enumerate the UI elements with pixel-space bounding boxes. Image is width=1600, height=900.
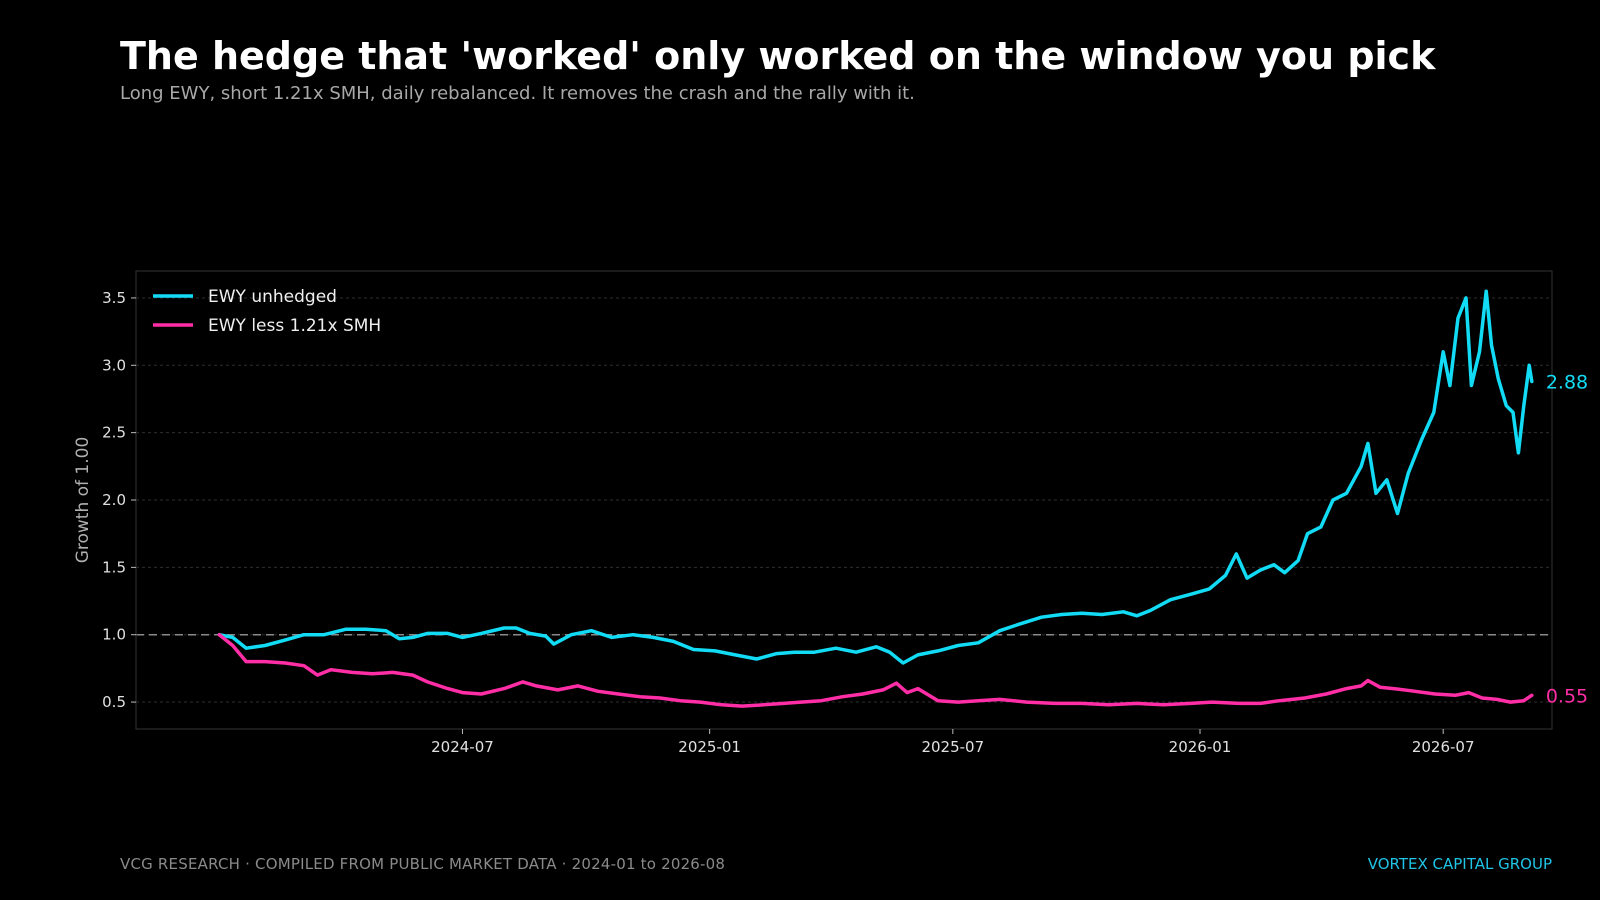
footer-research: VCG RESEARCH bbox=[120, 855, 241, 873]
x-tick-label: 2025-07 bbox=[921, 738, 984, 756]
footer-period: 2024-01 to 2026-08 bbox=[571, 855, 726, 873]
series-line-ewy-hedged bbox=[217, 632, 1534, 708]
y-tick-label: 3.5 bbox=[102, 289, 126, 307]
y-tick-label: 1.0 bbox=[102, 626, 126, 644]
footer-separator: · bbox=[561, 855, 567, 873]
y-tick-label: 2.5 bbox=[102, 424, 126, 442]
footer-separator: · bbox=[245, 855, 251, 873]
end-value-label: 0.55 bbox=[1546, 685, 1588, 707]
y-tick-label: 0.5 bbox=[102, 693, 126, 711]
y-tick-label: 3.0 bbox=[102, 356, 126, 374]
label-layer: 2.88 0.55 bbox=[1546, 371, 1588, 707]
legend: EWY unhedged EWY less 1.21x SMH bbox=[153, 287, 381, 336]
footer-source: VCG RESEARCH · COMPILED FROM PUBLIC MARK… bbox=[120, 855, 725, 873]
legend-label: EWY less 1.21x SMH bbox=[208, 316, 381, 336]
chart-subtitle: Long EWY, short 1.21x SMH, daily rebalan… bbox=[120, 83, 915, 104]
y-tick-label: 2.0 bbox=[102, 491, 126, 509]
grid-layer bbox=[136, 297, 1552, 703]
y-tick-label: 1.5 bbox=[102, 558, 126, 576]
footer-compiled: COMPILED FROM PUBLIC MARKET DATA bbox=[255, 855, 557, 873]
x-tick-label: 2026-07 bbox=[1412, 738, 1475, 756]
series-layer bbox=[217, 289, 1534, 708]
series-line-ewy-unhedged bbox=[217, 289, 1534, 665]
y-axis-label: Growth of 1.00 bbox=[73, 437, 93, 564]
x-tick-label: 2024-07 bbox=[431, 738, 494, 756]
x-tick-label: 2025-01 bbox=[678, 738, 741, 756]
axis-layer: 0.5 1.0 1.5 2.0 2.5 3.0 3.5 2024-07 2025-01 2025-… bbox=[73, 270, 1553, 756]
chart-title: The hedge that 'worked' only worked on t… bbox=[120, 34, 1436, 78]
footer-brand: VORTEX CAPITAL GROUP bbox=[1367, 855, 1552, 873]
x-tick-label: 2026-01 bbox=[1169, 738, 1232, 756]
legend-label: EWY unhedged bbox=[208, 287, 337, 307]
end-value-label: 2.88 bbox=[1546, 371, 1588, 393]
